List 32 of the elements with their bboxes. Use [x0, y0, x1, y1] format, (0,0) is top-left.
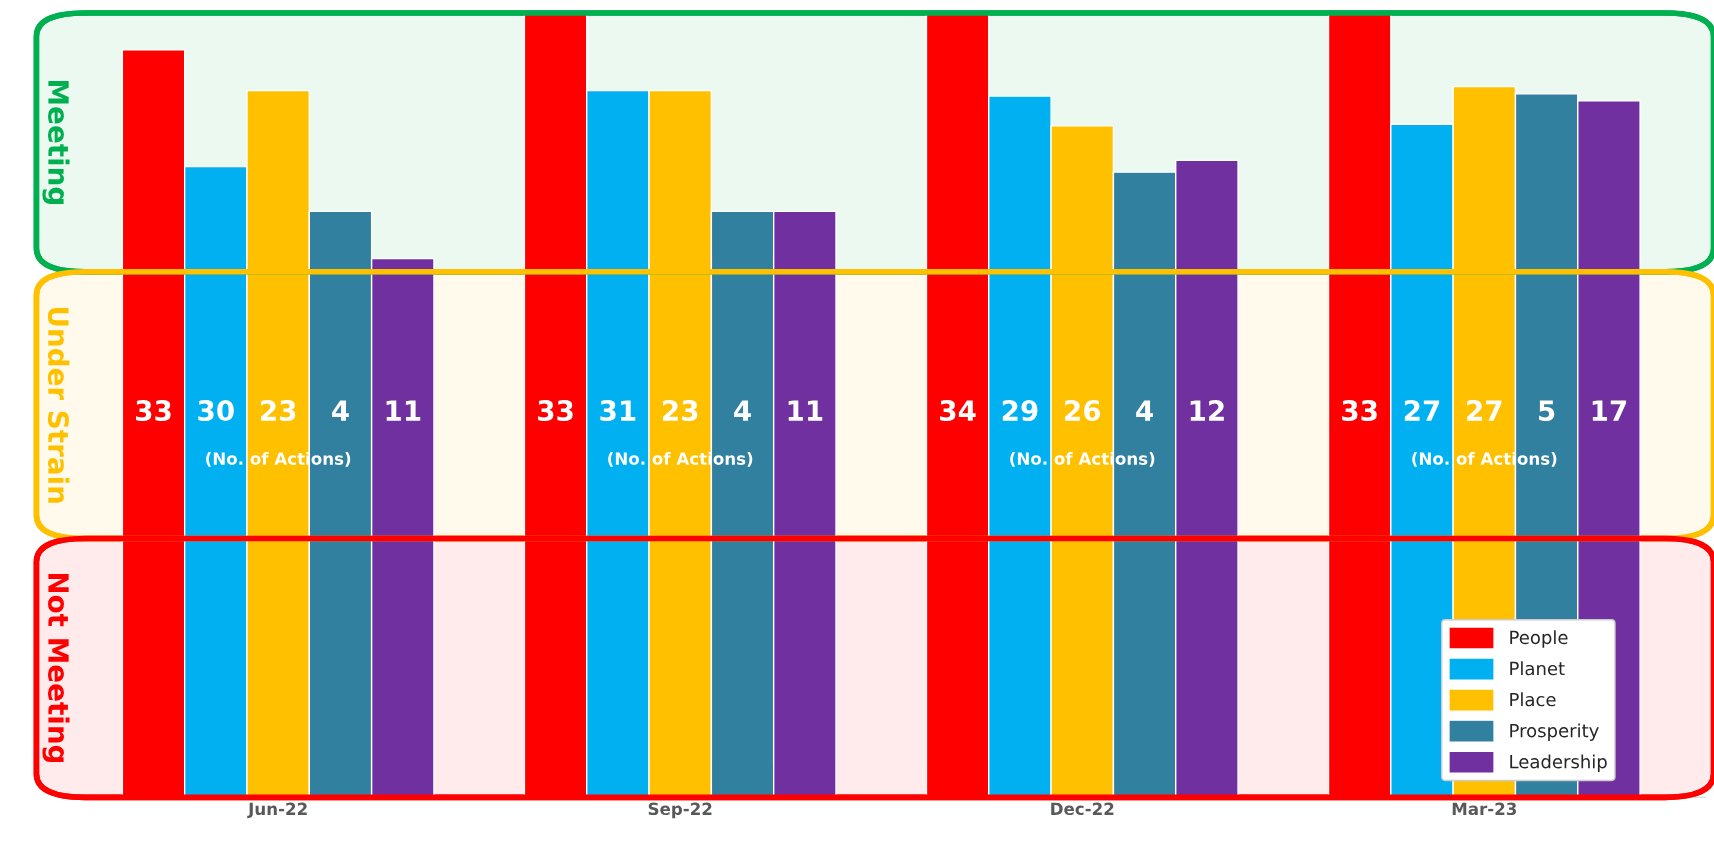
x-tick-label: Sep-22 [648, 802, 712, 819]
x-tick-label: Mar-23 [1452, 802, 1517, 816]
legend-label: Planet [1510, 661, 1565, 676]
annotation: 34 [940, 400, 976, 422]
annotation: 23 [663, 400, 698, 422]
band-label: Under Strain [47, 307, 70, 503]
x-tick-label: Dec-22 [1051, 802, 1114, 816]
annotation: 17 [1592, 400, 1627, 421]
legend-label: Place [1510, 692, 1556, 707]
annotation: 12 [1190, 400, 1224, 421]
annotation: 11 [788, 400, 823, 421]
annotation: 27 [1404, 400, 1440, 421]
legend-label: Leadership [1510, 754, 1607, 772]
legend-label: Prosperity [1510, 723, 1599, 741]
annotation: 4 [1136, 400, 1153, 421]
annotation: 23 [261, 400, 296, 422]
annotation: 33 [538, 400, 573, 422]
band-label: Not Meeting [42, 573, 70, 763]
annotation: 27 [1467, 400, 1502, 421]
annotation: 26 [1065, 400, 1101, 422]
legend-label: People [1510, 630, 1568, 648]
x-tick-label: Jun-22 [247, 802, 307, 819]
annotation: 31 [600, 400, 636, 422]
annotation: 11 [386, 400, 421, 421]
annotation: 4 [332, 400, 349, 421]
annotation: 30 [198, 400, 234, 422]
annotation: 29 [1002, 400, 1038, 422]
annotation: 5 [1539, 400, 1555, 422]
annotation: 33 [1342, 400, 1377, 422]
band-label: Meeting [42, 81, 70, 204]
annotation: 4 [734, 400, 751, 421]
annotation: 33 [136, 400, 171, 422]
